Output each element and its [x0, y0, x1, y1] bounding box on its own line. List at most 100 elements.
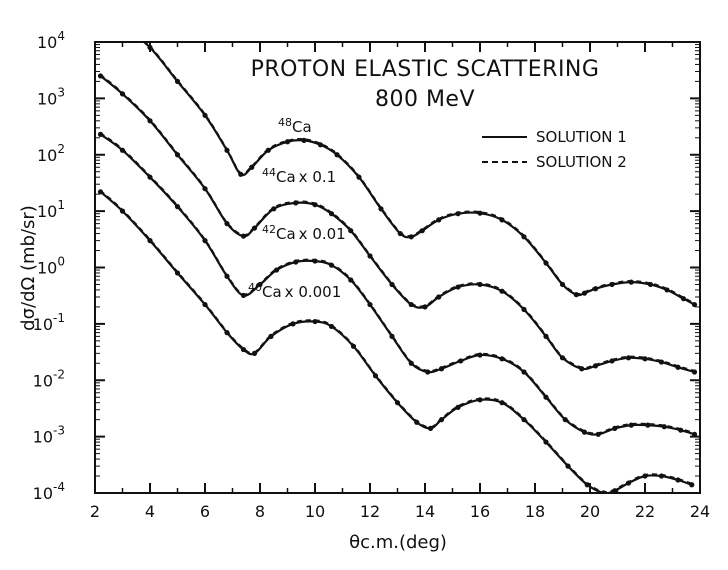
- y-tick-label: 10-3: [33, 424, 65, 447]
- data-point: [147, 44, 153, 51]
- data-point: [268, 333, 274, 339]
- data-point: [628, 422, 634, 428]
- data-point: [312, 258, 318, 264]
- data-point: [612, 425, 618, 431]
- data-point: [477, 352, 483, 358]
- y-tick-exponent: 0: [57, 255, 65, 269]
- data-point: [119, 91, 126, 97]
- y-tick-exponent: 4: [57, 29, 65, 43]
- y-tick-label: 104: [37, 29, 65, 52]
- data-point: [477, 397, 483, 403]
- data-point: [455, 284, 461, 290]
- data-point: [543, 394, 549, 400]
- data-point: [658, 473, 665, 479]
- data-point: [427, 425, 434, 431]
- data-point: [579, 366, 585, 372]
- series-label-42ca-name: Ca: [276, 225, 296, 243]
- data-point: [658, 359, 665, 365]
- data-point: [202, 186, 208, 192]
- series-label-40ca: 40Ca x 0.001: [248, 281, 341, 301]
- series-label-42ca-scale: x 0.01: [299, 225, 346, 243]
- series-label-40ca-scale: x 0.001: [285, 283, 342, 301]
- data-point: [317, 142, 324, 148]
- data-point: [645, 422, 651, 428]
- data-point: [251, 225, 258, 231]
- data-point: [691, 301, 698, 308]
- y-tick-label: 103: [37, 85, 65, 108]
- chart-title: PROTON ELASTIC SCATTERING: [251, 57, 600, 82]
- series-layer: [97, 42, 698, 493]
- data-point: [97, 73, 104, 79]
- data-point: [455, 211, 461, 217]
- y-tick-label: 10-4: [33, 480, 65, 503]
- data-point: [408, 360, 414, 366]
- data-point: [265, 147, 271, 153]
- y-tick-base: 10: [33, 315, 53, 334]
- data-point: [224, 221, 230, 227]
- data-point: [273, 267, 280, 273]
- y-tick-base: 10: [33, 371, 53, 390]
- data-point: [647, 281, 654, 288]
- data-point: [414, 419, 420, 425]
- data-point: [356, 174, 362, 180]
- series-label-42ca-mass: 42: [262, 223, 276, 236]
- data-point: [97, 189, 104, 195]
- data-point: [238, 171, 244, 177]
- data-point: [394, 400, 401, 406]
- x-tick-label: 22: [635, 502, 655, 521]
- x-tick-label: 16: [470, 502, 490, 521]
- data-point: [455, 404, 461, 410]
- data-point: [521, 369, 527, 375]
- y-tick-exponent: -2: [53, 367, 65, 381]
- data-point: [224, 147, 230, 153]
- series-label-48ca: 48Ca: [278, 116, 312, 136]
- data-point: [562, 417, 568, 423]
- data-point: [249, 164, 255, 170]
- data-point: [328, 262, 335, 268]
- data-point: [680, 296, 687, 302]
- x-tick-label: 4: [145, 502, 155, 521]
- series-label-42ca: 42Ca x 0.01: [262, 223, 346, 243]
- data-point: [584, 482, 590, 488]
- series-label-40ca-mass: 40: [248, 281, 262, 294]
- data-point: [174, 78, 181, 85]
- data-point: [499, 288, 505, 294]
- y-tick-label: 101: [37, 198, 65, 221]
- data-point: [284, 139, 291, 145]
- series-label-44ca-mass: 44: [262, 166, 276, 179]
- data-point: [559, 355, 566, 361]
- data-point: [691, 369, 698, 375]
- data-point: [675, 364, 681, 370]
- y-tick-exponent: -4: [53, 480, 65, 494]
- data-point: [119, 208, 126, 214]
- y-tick-exponent: 3: [57, 85, 65, 99]
- data-point: [661, 424, 667, 430]
- series-44-ca: [97, 73, 698, 375]
- data-point: [348, 228, 354, 234]
- data-point: [224, 273, 230, 279]
- data-point: [240, 346, 247, 353]
- data-point: [458, 358, 464, 364]
- data-point: [543, 333, 549, 339]
- data-point: [664, 287, 670, 293]
- data-point: [573, 292, 579, 298]
- legend-solution-2: SOLUTION 2: [536, 153, 627, 171]
- data-point: [438, 417, 445, 423]
- y-tick-base: 10: [37, 202, 57, 221]
- data-point: [625, 480, 632, 486]
- data-point: [521, 234, 527, 240]
- data-point: [499, 400, 505, 406]
- data-point: [642, 356, 648, 362]
- data-point: [592, 286, 599, 292]
- series-label-44ca-scale: x 0.1: [299, 168, 337, 186]
- data-point: [240, 233, 247, 239]
- data-point: [147, 238, 153, 244]
- data-point: [328, 323, 335, 330]
- y-tick-label: 10-1: [33, 311, 65, 334]
- data-point: [408, 234, 414, 240]
- x-tick-label: 24: [690, 502, 710, 521]
- data-point: [350, 343, 357, 349]
- series-label-40ca-name: Ca: [262, 283, 282, 301]
- data-point: [691, 431, 698, 437]
